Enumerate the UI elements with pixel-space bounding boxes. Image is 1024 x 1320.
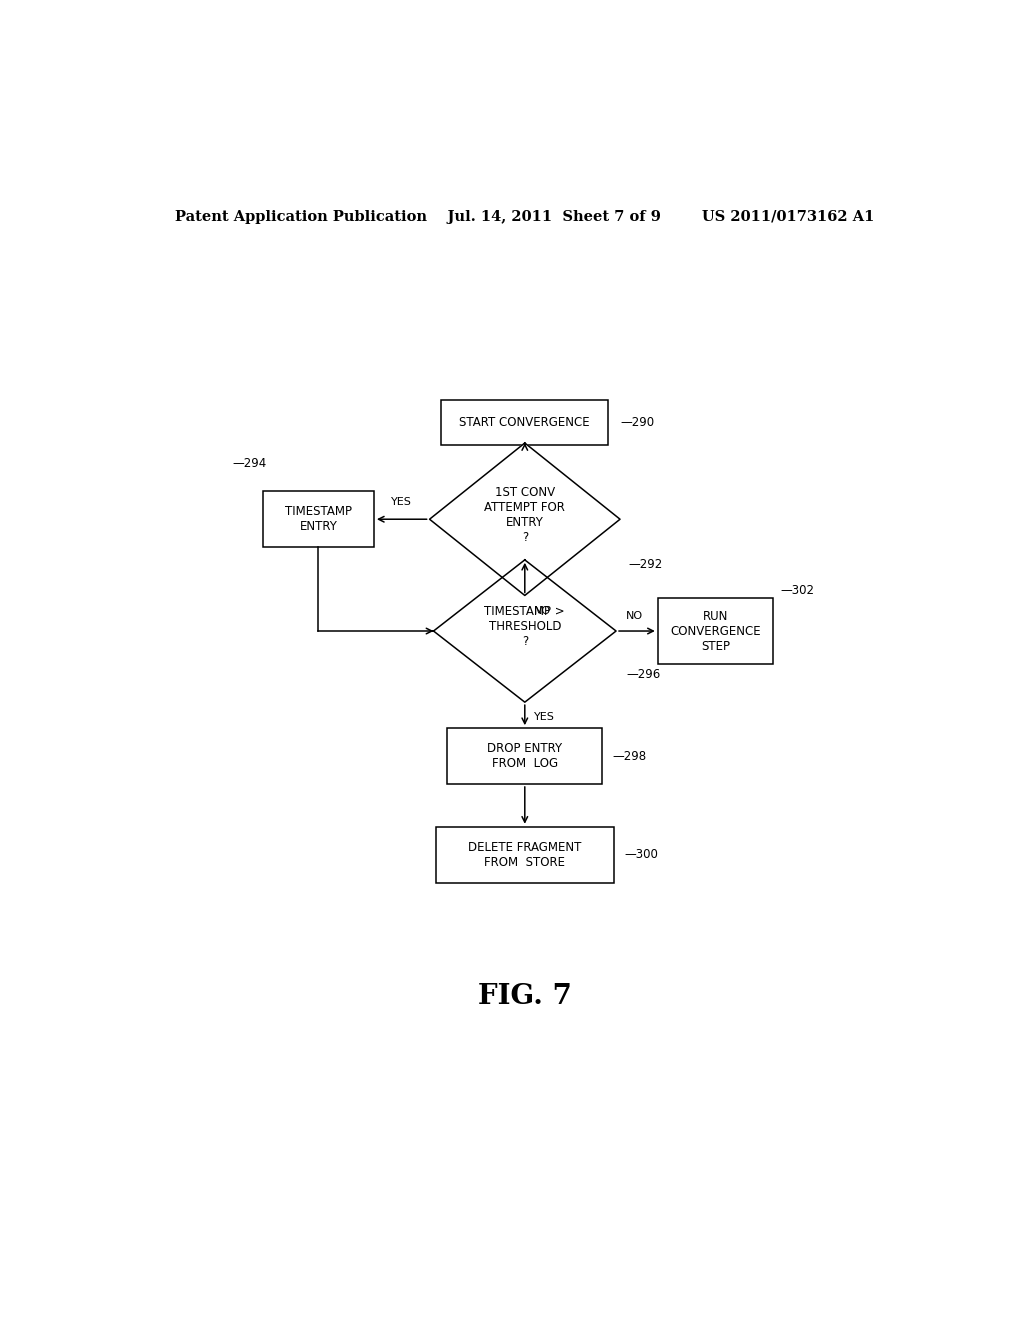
Polygon shape: [433, 560, 616, 702]
Text: YES: YES: [391, 498, 413, 507]
Text: —298: —298: [612, 750, 646, 763]
Text: NO: NO: [535, 606, 552, 615]
Text: YES: YES: [535, 713, 555, 722]
Text: —296: —296: [627, 668, 660, 681]
Text: RUN
CONVERGENCE
STEP: RUN CONVERGENCE STEP: [670, 610, 761, 652]
FancyBboxPatch shape: [447, 729, 602, 784]
FancyBboxPatch shape: [263, 491, 374, 548]
Text: TIMESTAMP
ENTRY: TIMESTAMP ENTRY: [285, 506, 352, 533]
FancyBboxPatch shape: [435, 826, 614, 883]
Polygon shape: [430, 444, 620, 595]
Text: DROP ENTRY
FROM  LOG: DROP ENTRY FROM LOG: [487, 742, 562, 770]
Text: TIMESTAMP >
THRESHOLD
?: TIMESTAMP > THRESHOLD ?: [484, 606, 565, 648]
Text: —294: —294: [232, 457, 267, 470]
Text: —300: —300: [624, 849, 657, 861]
Text: 1ST CONV
ATTEMPT FOR
ENTRY
?: 1ST CONV ATTEMPT FOR ENTRY ?: [484, 486, 565, 544]
FancyBboxPatch shape: [441, 400, 608, 445]
Text: NO: NO: [626, 611, 643, 620]
Text: DELETE FRAGMENT
FROM  STORE: DELETE FRAGMENT FROM STORE: [468, 841, 582, 869]
Text: START CONVERGENCE: START CONVERGENCE: [460, 416, 590, 429]
Text: —290: —290: [620, 416, 654, 429]
Text: FIG. 7: FIG. 7: [478, 983, 571, 1010]
Text: Patent Application Publication    Jul. 14, 2011  Sheet 7 of 9        US 2011/017: Patent Application Publication Jul. 14, …: [175, 210, 874, 224]
Text: —292: —292: [628, 558, 663, 572]
Text: —302: —302: [780, 583, 814, 597]
FancyBboxPatch shape: [657, 598, 773, 664]
